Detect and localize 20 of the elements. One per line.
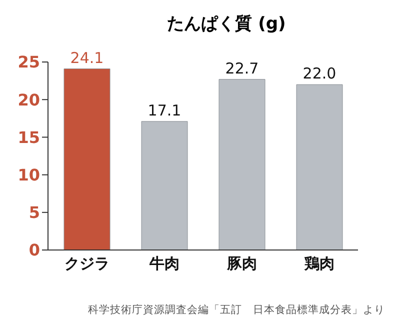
y-tick-label: 5 xyxy=(28,203,40,222)
x-tick-label: クジラ xyxy=(64,254,110,273)
data-label: 17.1 xyxy=(148,101,182,120)
bar xyxy=(141,121,188,250)
x-tick-label: 鶏肉 xyxy=(303,254,334,273)
data-label: 22.0 xyxy=(302,64,336,83)
data-label: 22.7 xyxy=(225,59,259,78)
y-tick-label: 20 xyxy=(18,90,40,110)
y-tick-label: 10 xyxy=(18,165,40,184)
chart-title: たんぱく質 (g) xyxy=(166,13,287,36)
x-tick-label: 豚肉 xyxy=(226,254,257,273)
data-label: 24.1 xyxy=(70,48,104,67)
y-tick-label: 0 xyxy=(28,240,40,260)
bar xyxy=(64,68,110,250)
text: 科学技術庁資源調査会編「五訂 日本食品標準成分表」より xyxy=(88,303,385,317)
y-tick-label: 15 xyxy=(18,128,40,147)
bar xyxy=(296,84,343,250)
y-tick-label: 25 xyxy=(18,52,40,72)
x-tick-label: 牛肉 xyxy=(148,254,180,273)
bar xyxy=(218,79,266,250)
